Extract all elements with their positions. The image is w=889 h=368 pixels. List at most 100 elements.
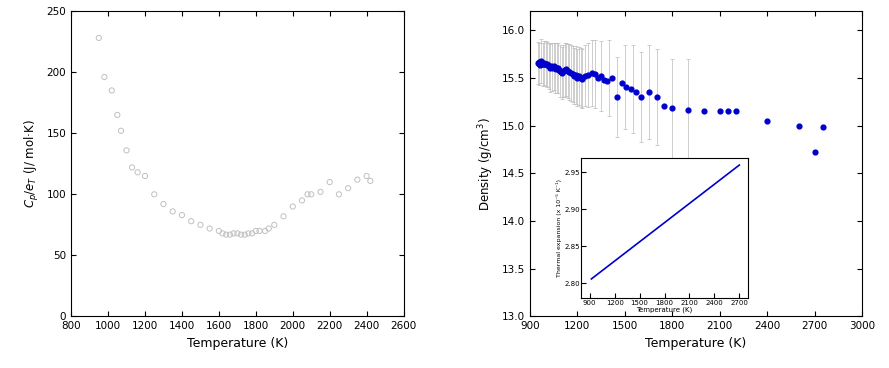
Point [245, 230, 260, 236]
Point [541, 63, 556, 68]
X-axis label: Temperature (K): Temperature (K) [187, 337, 288, 350]
Point [588, 71, 602, 77]
Point [554, 69, 568, 75]
Point [721, 108, 735, 114]
Point [713, 108, 727, 114]
Point [551, 66, 565, 71]
Point [230, 230, 244, 236]
Point [564, 70, 578, 76]
Point [572, 73, 586, 79]
Point [110, 112, 124, 118]
Point [295, 198, 309, 204]
Point [539, 61, 553, 67]
Point [193, 222, 207, 228]
Point [223, 232, 237, 238]
Point [332, 191, 346, 197]
Point [575, 76, 589, 82]
Point [268, 222, 282, 228]
Point [184, 218, 198, 224]
Point [541, 61, 555, 67]
Point [556, 68, 570, 74]
Point [605, 75, 620, 81]
Point [212, 228, 226, 234]
Point [215, 230, 229, 236]
Point [131, 169, 145, 175]
Point [557, 67, 572, 73]
Point [97, 74, 111, 80]
Point [285, 204, 300, 209]
Point [92, 35, 106, 41]
Point [681, 107, 695, 113]
Point [591, 75, 605, 81]
Point [570, 75, 584, 81]
Point [364, 178, 378, 184]
Point [549, 66, 563, 71]
Point [545, 64, 559, 70]
Point [665, 106, 679, 112]
Point [634, 94, 648, 100]
Point [600, 78, 614, 84]
Point [533, 61, 547, 67]
Point [578, 73, 592, 79]
Point [569, 72, 583, 78]
Point [549, 66, 563, 72]
Point [561, 68, 575, 74]
Point [657, 103, 671, 109]
Point [105, 88, 119, 93]
Point [119, 147, 133, 153]
Point [359, 173, 373, 179]
Point [313, 189, 327, 195]
Point [559, 66, 573, 72]
Point [536, 61, 550, 67]
Point [555, 70, 569, 76]
Point [227, 230, 241, 236]
Point [341, 185, 356, 191]
Point [323, 179, 337, 185]
Point [249, 228, 263, 234]
Point [350, 177, 364, 183]
Point [548, 64, 562, 70]
Point [815, 124, 829, 130]
Point [156, 201, 171, 207]
Point [552, 67, 566, 73]
Point [252, 228, 267, 234]
Point [258, 228, 272, 234]
Point [629, 89, 643, 95]
Point [532, 59, 546, 64]
Point [584, 70, 598, 76]
Point [203, 226, 217, 231]
Point [620, 85, 634, 91]
Point [546, 66, 560, 71]
Point [114, 128, 128, 134]
Point [541, 63, 556, 69]
Point [534, 58, 549, 64]
Point [597, 77, 612, 83]
Point [304, 191, 318, 197]
Point [697, 108, 711, 114]
Point [563, 69, 577, 75]
Point [276, 213, 291, 219]
Point [543, 66, 557, 71]
Point [542, 64, 557, 70]
Point [540, 63, 554, 68]
Point [808, 149, 822, 155]
Point [544, 63, 558, 69]
Point [531, 60, 545, 66]
Point [610, 94, 624, 100]
Point [237, 232, 252, 238]
Point [792, 123, 806, 128]
Y-axis label: Density (g/cm$^3$): Density (g/cm$^3$) [477, 117, 496, 210]
Point [729, 108, 743, 114]
Point [581, 72, 596, 78]
Point [220, 232, 234, 238]
Point [550, 66, 565, 72]
Point [547, 63, 561, 69]
Point [650, 94, 664, 100]
Point [175, 212, 189, 218]
Point [614, 80, 629, 86]
Point [300, 191, 315, 197]
X-axis label: Temperature (K): Temperature (K) [645, 337, 747, 350]
Point [138, 173, 152, 179]
Point [241, 230, 255, 236]
Point [760, 118, 774, 124]
